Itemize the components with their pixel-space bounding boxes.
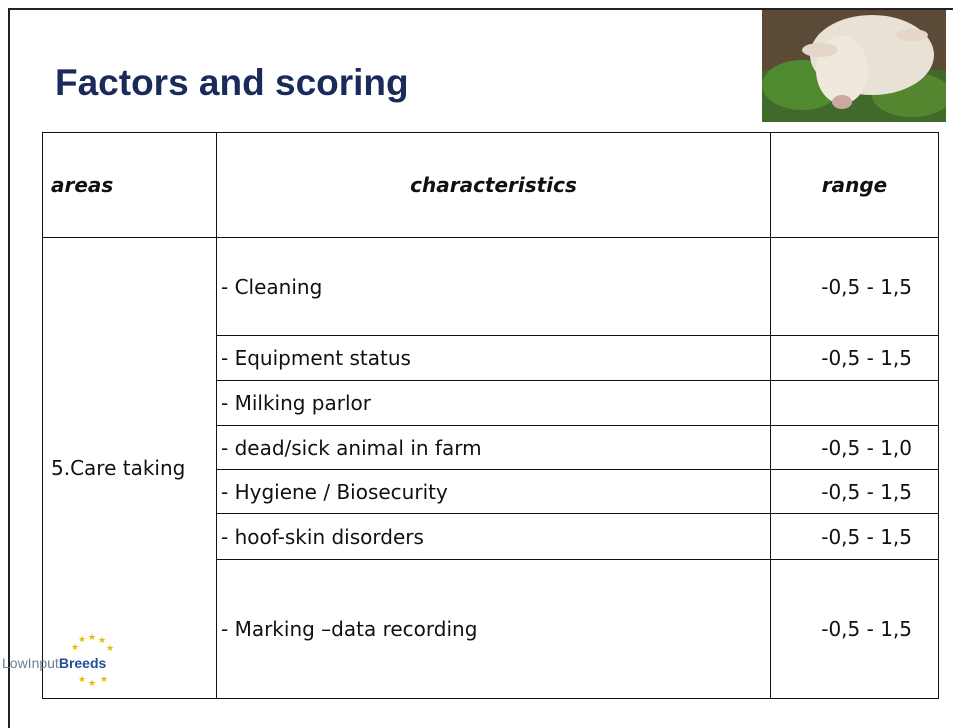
- characteristic-cell: - Marking –data recording: [217, 560, 771, 699]
- logo-light: LowInput: [2, 655, 59, 671]
- column-header: range: [771, 133, 939, 238]
- range-cell: [771, 381, 939, 426]
- logo-bold: Breeds: [59, 655, 106, 671]
- range-cell: -0,5 - 1,0: [771, 426, 939, 470]
- logo: ★★★ ★★ ★★★ LowInputBreeds: [0, 630, 150, 720]
- svg-text:★: ★: [88, 679, 96, 689]
- slide-title: Factors and scoring: [55, 62, 409, 104]
- characteristic-cell: - Cleaning: [217, 238, 771, 336]
- range-cell: -0,5 - 1,5: [771, 560, 939, 699]
- svg-text:★: ★: [98, 636, 106, 646]
- characteristic-cell: - hoof-skin disorders: [217, 514, 771, 560]
- characteristic-cell: - Equipment status: [217, 336, 771, 381]
- svg-text:★: ★: [71, 643, 79, 653]
- range-cell: -0,5 - 1,5: [771, 470, 939, 514]
- characteristic-cell: - Hygiene / Biosecurity: [217, 470, 771, 514]
- slide: Factors and scoring areascharacteristics…: [0, 0, 955, 720]
- range-cell: -0,5 - 1,5: [771, 514, 939, 560]
- svg-text:★: ★: [106, 644, 114, 654]
- characteristic-cell: - Milking parlor: [217, 381, 771, 426]
- range-cell: -0,5 - 1,5: [771, 238, 939, 336]
- characteristic-cell: - dead/sick animal in farm: [217, 426, 771, 470]
- table-row: 5.Care taking- Cleaning-0,5 - 1,5: [43, 238, 939, 336]
- logo-text: LowInputBreeds: [2, 655, 106, 671]
- svg-text:★: ★: [100, 675, 108, 685]
- column-header: characteristics: [217, 133, 771, 238]
- sheep-photo: [762, 10, 946, 122]
- range-cell: -0,5 - 1,5: [771, 336, 939, 381]
- svg-text:★: ★: [88, 633, 96, 643]
- column-header: areas: [43, 133, 217, 238]
- svg-text:★: ★: [78, 635, 86, 645]
- svg-text:★: ★: [78, 675, 86, 685]
- logo-stars: ★★★ ★★ ★★★: [0, 630, 150, 720]
